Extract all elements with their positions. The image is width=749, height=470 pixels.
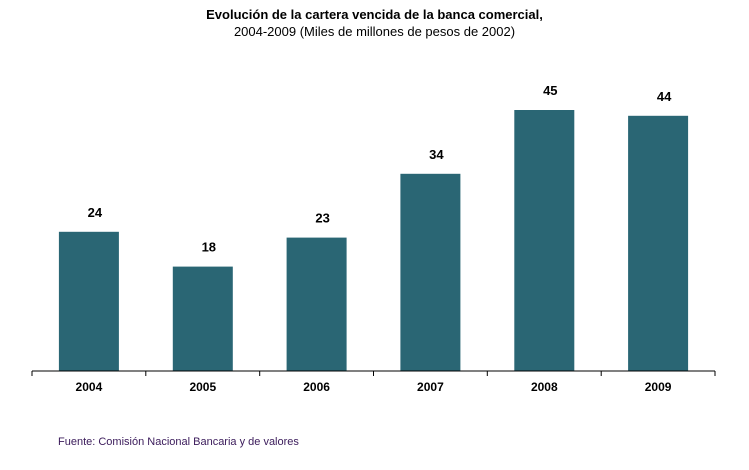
x-tick-label-2004: 2004 [76, 380, 103, 394]
data-label-2005: 18 [202, 240, 216, 255]
data-label-2007: 34 [429, 147, 444, 162]
data-label-2009: 44 [657, 89, 672, 104]
data-label-2008: 45 [543, 83, 557, 98]
source-note: Fuente: Comisión Nacional Bancaria y de … [58, 436, 299, 448]
x-axis [31, 370, 716, 376]
data-label-2004: 24 [88, 205, 103, 220]
bar-2009 [628, 115, 689, 371]
chart-title: Evolución de la cartera vencida de la ba… [206, 7, 543, 22]
bar-2007 [400, 173, 461, 371]
bar-2004 [58, 231, 119, 371]
chart-subtitle: 2004-2009 (Miles de millones de pesos de… [233, 24, 516, 39]
x-tick-label-2005: 2005 [189, 380, 216, 394]
bars-group [58, 110, 689, 371]
data-labels-group: 24 18 23 34 45 44 [88, 83, 672, 255]
x-tick-label-2008: 2008 [531, 380, 558, 394]
bar-2006 [286, 237, 347, 371]
x-tick-label-2007: 2007 [417, 380, 444, 394]
bar-2008 [514, 110, 575, 371]
data-label-2006: 23 [315, 211, 329, 226]
x-tick-labels-group: 2004 2005 2006 2007 2008 2009 [76, 380, 672, 394]
x-tick-label-2006: 2006 [303, 380, 330, 394]
x-tick-label-2009: 2009 [645, 380, 672, 394]
bar-2005 [172, 266, 233, 371]
